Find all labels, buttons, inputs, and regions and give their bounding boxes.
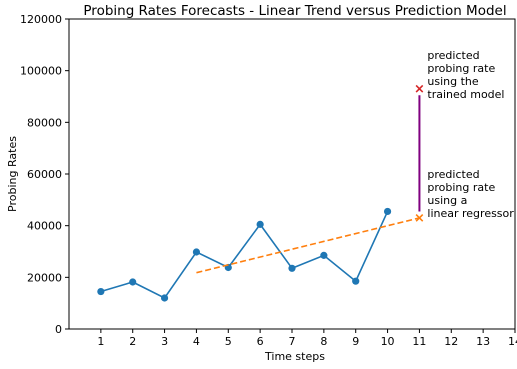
y-tick-label: 80000 bbox=[27, 116, 62, 129]
data-point bbox=[352, 277, 360, 285]
data-point bbox=[256, 220, 264, 228]
x-tick-label: 3 bbox=[161, 335, 168, 348]
x-tick-label: 14 bbox=[508, 335, 517, 348]
y-tick-label: 0 bbox=[55, 323, 62, 336]
y-tick-label: 120000 bbox=[20, 13, 62, 26]
annotation-1: predicted probing rate using the trained mo… bbox=[427, 49, 504, 101]
y-tick-label: 40000 bbox=[27, 220, 62, 233]
x-tick-label: 1 bbox=[97, 335, 104, 348]
series-line bbox=[100, 211, 389, 300]
y-tick-label: 20000 bbox=[27, 271, 62, 284]
x-tick-label: 12 bbox=[444, 335, 458, 348]
predicted-by-model-marker bbox=[415, 84, 424, 93]
x-axis-label: Time steps bbox=[264, 350, 325, 363]
x-tick-label: 8 bbox=[320, 335, 327, 348]
trend-line bbox=[196, 217, 420, 274]
x-tick-label: 7 bbox=[289, 335, 296, 348]
data-point bbox=[383, 207, 392, 216]
x-tick-label: 2 bbox=[129, 335, 136, 348]
x-tick-label: 11 bbox=[412, 335, 426, 348]
data-point bbox=[129, 278, 137, 286]
data-point bbox=[97, 287, 105, 296]
plot-area: 1234567891011121314020000400006000080000… bbox=[20, 13, 517, 348]
data-point bbox=[320, 251, 328, 259]
x-tick-label: 13 bbox=[476, 335, 490, 348]
annotation-2: predicted probing rate using a linear regre… bbox=[427, 168, 514, 220]
y-tick-label: 60000 bbox=[27, 168, 62, 181]
predicted-by-regressor-marker bbox=[415, 214, 424, 222]
x-tick-label: 9 bbox=[352, 335, 359, 348]
plot-frame bbox=[68, 18, 516, 330]
data-point bbox=[192, 248, 201, 256]
x-tick-label: 5 bbox=[225, 335, 232, 348]
y-tick-label: 100000 bbox=[20, 65, 62, 78]
data-point bbox=[288, 264, 296, 272]
x-tick-label: 6 bbox=[257, 335, 264, 348]
chart-title: Probing Rates Forecasts - Linear Trend v… bbox=[83, 3, 506, 19]
y-axis-label: Probing Rates bbox=[6, 136, 19, 212]
x-tick-label: 10 bbox=[381, 335, 395, 348]
data-point bbox=[160, 294, 169, 302]
x-tick-label: 4 bbox=[193, 335, 200, 348]
